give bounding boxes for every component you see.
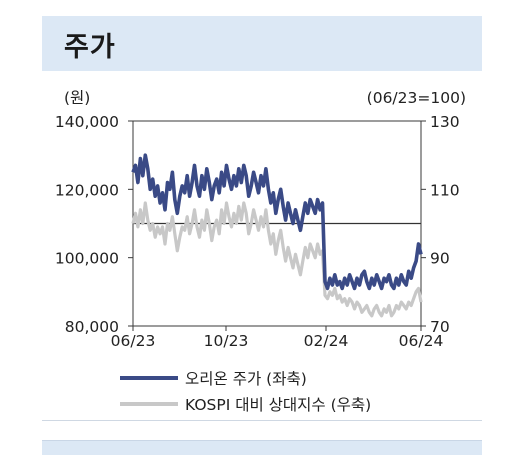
left-tick-label: 100,000	[55, 250, 119, 268]
left-tick-label: 80,000	[65, 318, 119, 336]
right-tick-label: 130	[430, 113, 460, 131]
right-axis-unit: (06/23=100)	[367, 89, 466, 107]
left-axis-unit: (원)	[64, 89, 90, 107]
right-tick-label: 70	[430, 318, 450, 336]
left-tick-label: 120,000	[55, 181, 119, 199]
x-tick-label: 06/24	[399, 332, 444, 350]
frame-divider	[42, 420, 482, 421]
x-tick-label: 06/23	[111, 332, 156, 350]
bottom-bar	[42, 440, 482, 455]
orion-price-line	[131, 153, 423, 291]
page-title: 주가	[64, 32, 116, 63]
x-tick-label: 02/24	[304, 332, 349, 350]
title-bar: 주가	[42, 16, 482, 71]
legend-label-price: 오리온 주가 (좌축)	[185, 370, 307, 388]
left-tick-label: 140,000	[55, 113, 119, 131]
right-tick-label: 110	[430, 181, 460, 199]
right-tick-label: 90	[430, 250, 450, 268]
legend-label-kospi: KOSPI 대비 상대지수 (우축)	[185, 396, 371, 414]
x-tick-label: 10/23	[204, 332, 249, 350]
kospi-relative-line	[131, 201, 423, 318]
